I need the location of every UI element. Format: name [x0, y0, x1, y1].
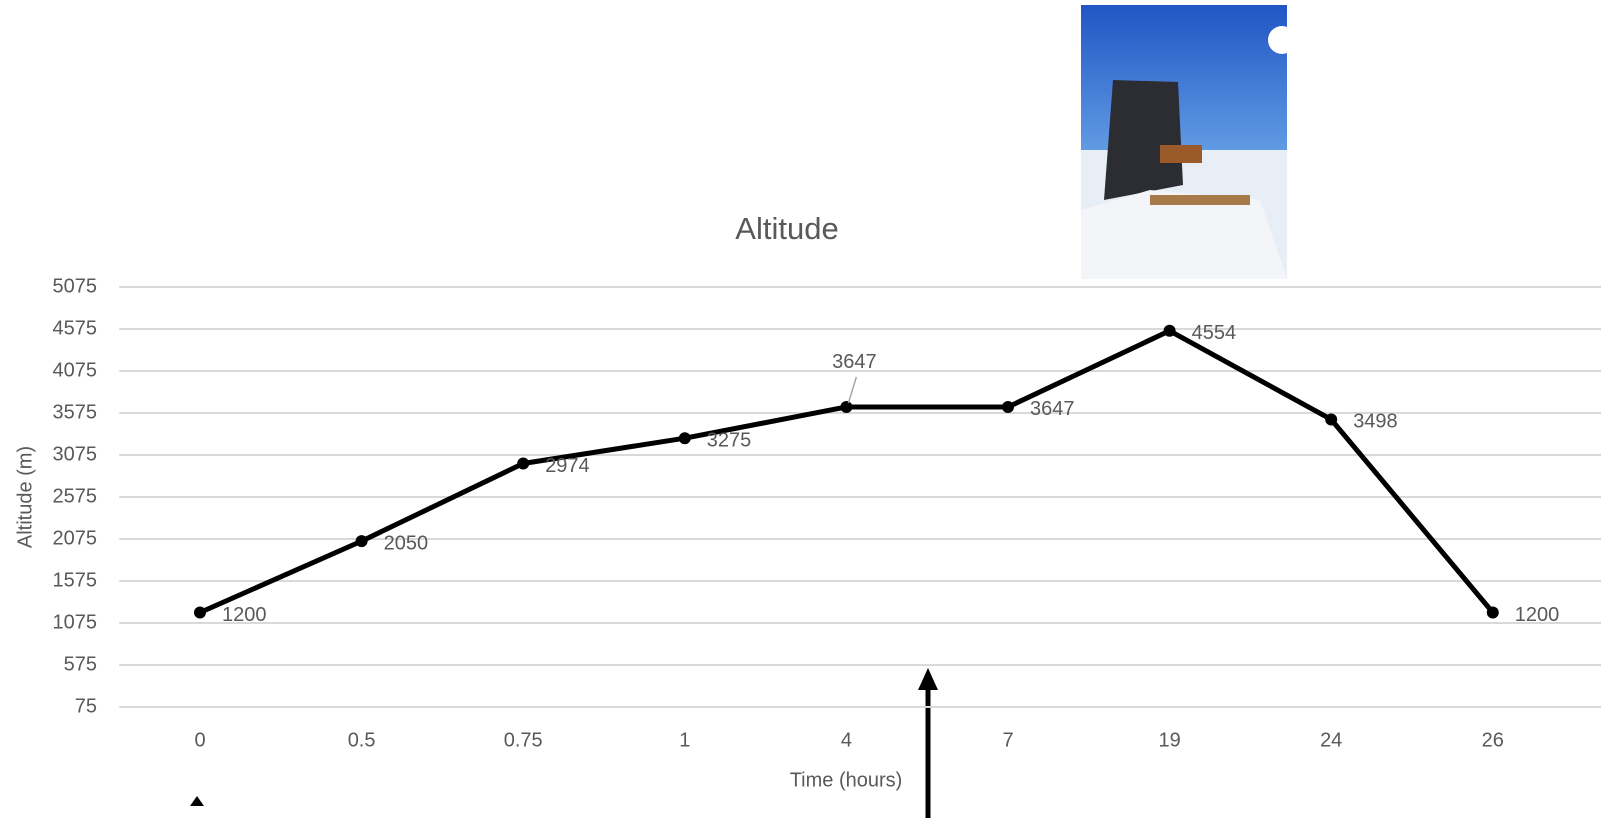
x-tick-label: 24 — [1320, 729, 1342, 751]
y-tick-label: 5075 — [53, 275, 98, 297]
x-tick-label: 19 — [1158, 729, 1180, 751]
marker — [1487, 607, 1499, 619]
marker — [1164, 325, 1176, 337]
data-label: 4554 — [1192, 322, 1237, 344]
y-tick-label: 3575 — [53, 401, 98, 423]
marker — [840, 401, 852, 413]
marker — [679, 432, 691, 444]
x-tick-label: 4 — [841, 729, 852, 751]
marker — [1002, 401, 1014, 413]
x-tick-label: 7 — [1002, 729, 1013, 751]
chart-title: Altitude — [735, 211, 838, 246]
data-label: 3498 — [1353, 411, 1398, 433]
y-tick-label: 2575 — [53, 485, 98, 507]
y-tick-label: 75 — [75, 695, 97, 717]
marker — [194, 607, 206, 619]
y-tick-label: 575 — [64, 653, 97, 675]
data-label: 1200 — [222, 604, 267, 626]
data-label: 1200 — [1515, 604, 1560, 626]
data-label: 3647 — [832, 351, 877, 373]
marker — [1325, 413, 1337, 425]
page: Altitude Altitude (m) Time (hours) 75 575… — [0, 0, 1601, 818]
y-tick-label: 4075 — [53, 359, 98, 381]
photo — [1081, 5, 1296, 279]
y-tick-label: 3075 — [53, 443, 98, 465]
y-tick-label: 1075 — [53, 611, 98, 633]
y-tick-label: 2075 — [53, 527, 98, 549]
y-tick-label: 4575 — [53, 317, 98, 339]
x-tick-label: 0.75 — [504, 729, 543, 751]
x-tick-label: 1 — [679, 729, 690, 751]
data-label: 2050 — [384, 532, 429, 554]
x-axis-label: Time (hours) — [790, 769, 903, 791]
y-axis-label: Altitude (m) — [14, 446, 36, 548]
x-tick-label: 0 — [194, 729, 205, 751]
marker — [356, 535, 368, 547]
chart: Altitude Altitude (m) Time (hours) 75 575… — [0, 0, 1601, 818]
x-tick-label: 26 — [1482, 729, 1504, 751]
leader-line — [848, 377, 856, 403]
y-tick-label: 1575 — [53, 569, 98, 591]
annotation-arrow — [190, 668, 938, 818]
x-tick-label: 0.5 — [348, 729, 376, 751]
data-label: 3275 — [707, 429, 752, 451]
data-label: 2974 — [545, 455, 590, 477]
data-label: 3647 — [1030, 398, 1075, 420]
marker — [517, 457, 529, 469]
